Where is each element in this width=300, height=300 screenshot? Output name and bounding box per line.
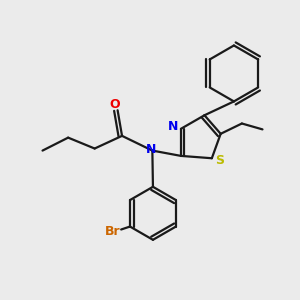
Text: Br: Br	[105, 225, 121, 239]
Text: N: N	[146, 142, 156, 156]
Text: N: N	[168, 120, 178, 133]
Text: S: S	[216, 154, 225, 167]
Text: O: O	[110, 98, 120, 111]
